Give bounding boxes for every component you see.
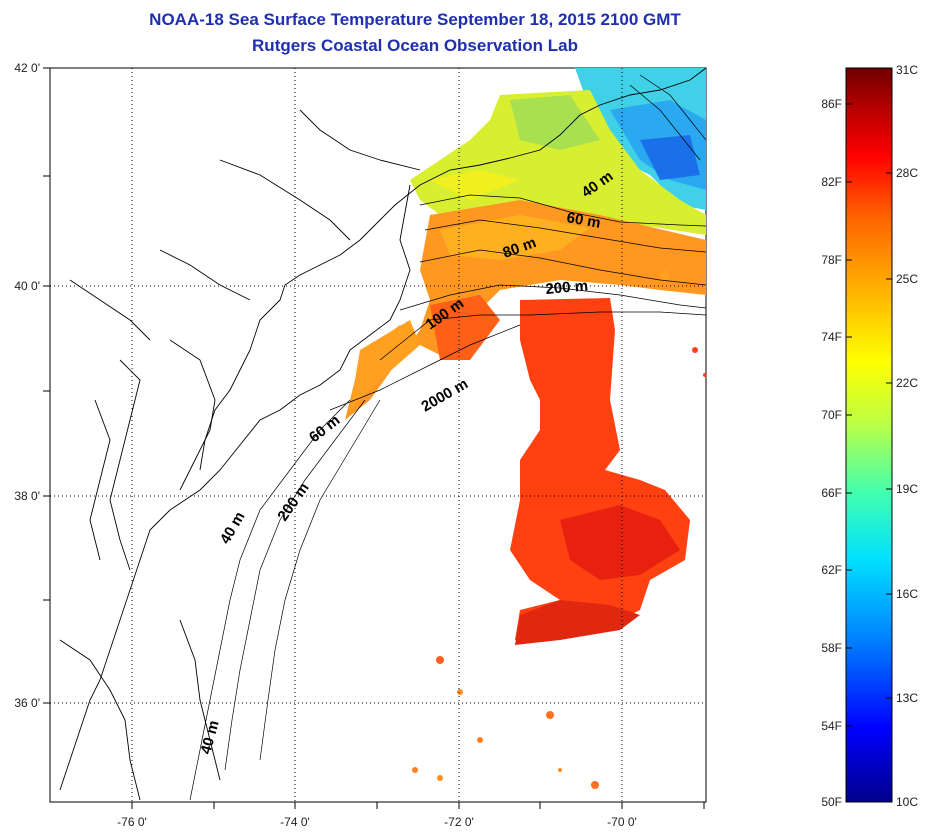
colorbar-f-label: 70F [821,408,842,422]
x-tick-label: -70 0' [607,815,637,829]
contour-label: 200 m [545,277,589,298]
colorbar-f-label: 66F [821,486,842,500]
sst-layer [345,68,706,789]
colorbar-f-label: 78F [821,253,842,267]
graticule [50,68,706,802]
x-tick-label: -76 0' [117,815,147,829]
coastline [59,68,706,801]
colorbar-c-label: 31C [896,63,918,77]
colorbar-c-label: 13C [896,691,918,705]
x-tick-label: -72 0' [444,815,474,829]
colorbar [845,67,893,803]
colorbar-f-label: 58F [821,641,842,655]
colorbar-c-label: 10C [896,795,918,809]
y-tick-label: 38 0' [14,489,40,503]
colorbar-f-label: 86F [821,97,842,111]
colorbar-c-label: 16C [896,587,918,601]
y-tick-label: 42 0' [14,61,40,75]
map-title: NOAA-18 Sea Surface Temperature Septembe… [149,10,681,29]
frame-ticks [43,67,705,809]
colorbar-c-label: 25C [896,272,918,286]
colorbar-f-label: 50F [821,795,842,809]
colorbar-ticks [846,103,892,727]
colorbar-f-label: 54F [821,719,842,733]
x-tick-label: -74 0' [280,815,310,829]
colorbar-c-label: 22C [896,376,918,390]
colorbar-f-label: 82F [821,175,842,189]
contour-label: 60 m [565,209,602,232]
map-subtitle: Rutgers Coastal Ocean Observation Lab [252,36,578,55]
colorbar-c-label: 19C [896,482,918,496]
y-tick-label: 36 0' [14,696,40,710]
y-tick-label: 40 0' [14,279,40,293]
colorbar-c-label: 28C [896,166,918,180]
colorbar-f-label: 62F [821,563,842,577]
colorbar-f-label: 74F [821,330,842,344]
